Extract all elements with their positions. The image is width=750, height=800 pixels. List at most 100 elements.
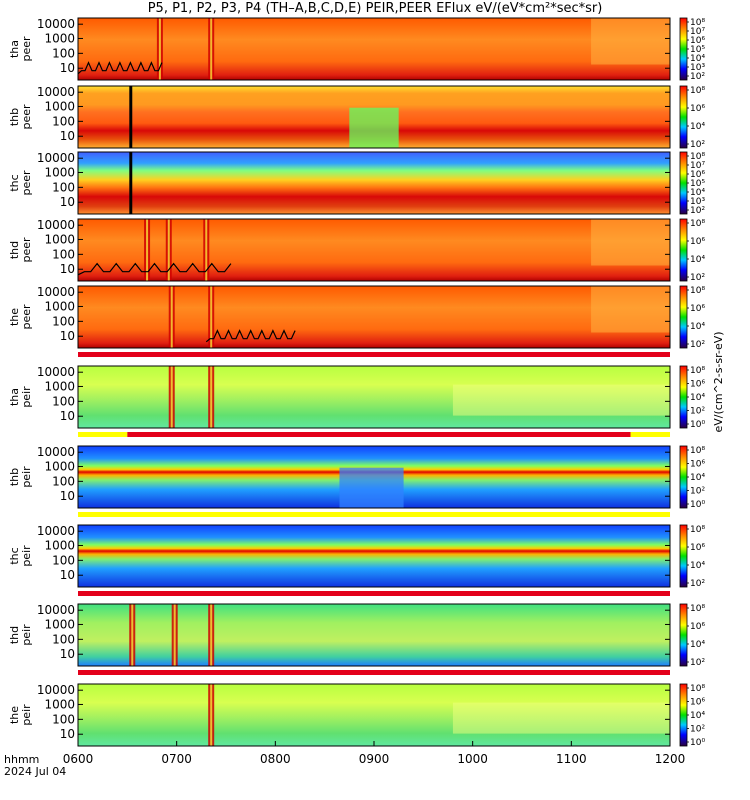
y-tick-label: 100 bbox=[52, 314, 75, 328]
colorbar bbox=[679, 683, 688, 747]
y-tick-label: 10000 bbox=[37, 17, 75, 31]
x-tick-label: 1200 bbox=[655, 752, 686, 766]
colorbar-title: eV/(cm^2-s-sr-eV) bbox=[712, 331, 725, 432]
colorbar-tick-label: 10⁰ bbox=[690, 500, 705, 510]
event-core-0 bbox=[146, 219, 149, 281]
colorbar-tick-label: 10⁴ bbox=[690, 711, 705, 721]
spectrogram-image bbox=[78, 152, 670, 214]
colorbar bbox=[679, 285, 688, 349]
y-tick-label: 10000 bbox=[37, 285, 75, 299]
y-tick-label: 1000 bbox=[44, 299, 75, 313]
sc-potential-trace bbox=[77, 61, 163, 75]
late-fade bbox=[591, 286, 670, 333]
colorbar-tick-label: 10² bbox=[690, 725, 705, 735]
panel-frame bbox=[77, 85, 671, 149]
colorbar-tick-label: 10⁸ bbox=[690, 684, 705, 694]
colorbar-tick-label: 10⁶ bbox=[690, 460, 705, 470]
colorbar-tick-label: 10⁶ bbox=[690, 36, 705, 46]
event-core-0 bbox=[170, 366, 173, 428]
panel-frame bbox=[77, 17, 671, 81]
y-axis-label: thepeir bbox=[8, 704, 33, 726]
colorbar-tick-label: 10⁶ bbox=[690, 104, 705, 114]
x-tick-label: 0900 bbox=[359, 752, 390, 766]
chart-title: P5, P1, P2, P3, P4 (TH–A,B,C,D,E) PEIR,P… bbox=[147, 1, 603, 16]
y-tick-label: 1000 bbox=[44, 379, 75, 393]
status-bar-red bbox=[127, 432, 631, 437]
sc-potential-trace bbox=[77, 262, 232, 276]
x-tick-label: 1100 bbox=[556, 752, 587, 766]
y-tick-label: 100 bbox=[52, 180, 75, 194]
colorbar-tick-label: 10⁴ bbox=[690, 122, 705, 132]
event-core-0 bbox=[158, 18, 161, 80]
colorbar-tick-label: 10⁶ bbox=[690, 304, 705, 314]
y-tick-label: 10 bbox=[60, 568, 75, 582]
colorbar-tick-label: 10² bbox=[690, 658, 705, 668]
y-tick-label: 10 bbox=[60, 262, 75, 276]
y-tick-label: 100 bbox=[52, 46, 75, 60]
colorbar-tick-label: 10⁴ bbox=[690, 640, 705, 650]
colorbar-tick-label: 10⁶ bbox=[690, 543, 705, 553]
y-axis-label: thapeir bbox=[8, 386, 33, 408]
colorbar-tick-label: 10⁰ bbox=[690, 738, 705, 748]
colorbar bbox=[679, 365, 688, 429]
panel-frame bbox=[77, 603, 671, 667]
status-bar bbox=[78, 591, 670, 596]
y-tick-label: 1000 bbox=[44, 165, 75, 179]
colorbar bbox=[679, 17, 688, 81]
event-core-1 bbox=[210, 18, 213, 80]
colorbar-tick-label: 10⁸ bbox=[690, 86, 705, 96]
late-fade bbox=[452, 702, 670, 734]
y-axis-label: thbpeer bbox=[8, 104, 33, 130]
y-tick-label: 10000 bbox=[37, 683, 75, 697]
colorbar-tick-label: 10⁸ bbox=[690, 446, 705, 456]
colorbar-tick-label: 10⁸ bbox=[690, 604, 705, 614]
y-axis-label: thepeer bbox=[8, 304, 33, 330]
y-tick-label: 1000 bbox=[44, 697, 75, 711]
event-core-0 bbox=[170, 286, 173, 348]
panel-frame bbox=[77, 365, 671, 429]
data-gap bbox=[129, 86, 133, 148]
colorbar-tick-label: 10² bbox=[690, 140, 705, 150]
status-bar bbox=[78, 352, 670, 357]
y-tick-label: 100 bbox=[52, 553, 75, 567]
status-bar-yellow bbox=[78, 432, 128, 437]
y-tick-label: 10 bbox=[60, 129, 75, 143]
panel-frame bbox=[77, 285, 671, 349]
spectrogram-image bbox=[78, 219, 670, 281]
x-tick-label: 0800 bbox=[260, 752, 291, 766]
x-tick-label: 1000 bbox=[457, 752, 488, 766]
colorbar-tick-label: 10⁸ bbox=[690, 366, 705, 376]
y-tick-label: 1000 bbox=[44, 31, 75, 45]
y-tick-label: 10000 bbox=[37, 365, 75, 379]
spectrogram-image bbox=[78, 286, 670, 348]
event-core-1 bbox=[210, 366, 213, 428]
colorbar-tick-label: 10⁶ bbox=[690, 170, 705, 180]
late-fade bbox=[591, 18, 670, 65]
colorbar bbox=[679, 218, 688, 282]
colorbar bbox=[679, 85, 688, 149]
y-tick-label: 100 bbox=[52, 712, 75, 726]
y-tick-label: 10 bbox=[60, 61, 75, 75]
y-tick-label: 1000 bbox=[44, 617, 75, 631]
colorbar-tick-label: 10⁵ bbox=[690, 179, 705, 189]
status-bar bbox=[78, 512, 670, 517]
colorbar-tick-label: 10⁴ bbox=[690, 561, 705, 571]
y-tick-label: 10 bbox=[60, 409, 75, 423]
colorbar-tick-label: 10⁵ bbox=[690, 45, 705, 55]
event-core-1 bbox=[173, 604, 176, 666]
spectrogram-image bbox=[78, 525, 670, 587]
colorbar bbox=[679, 524, 688, 588]
y-tick-label: 10000 bbox=[37, 85, 75, 99]
panel-frame bbox=[77, 218, 671, 282]
event-core-1 bbox=[210, 286, 213, 348]
y-axis-label: thdpeir bbox=[8, 624, 33, 646]
colorbar-tick-label: 10⁴ bbox=[690, 322, 705, 332]
